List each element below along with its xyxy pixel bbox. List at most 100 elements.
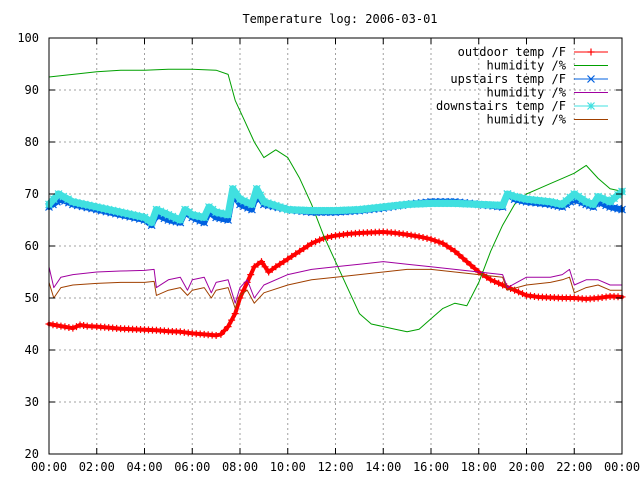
series-point-4 (92, 203, 101, 211)
y-tick-label: 30 (25, 395, 39, 409)
series-point-4 (614, 190, 622, 199)
series-point-4 (454, 199, 463, 208)
chart-title: Temperature log: 2006-03-01 (242, 12, 437, 26)
series-point-0 (280, 258, 288, 266)
series-point-4 (271, 201, 280, 210)
series-point-4 (446, 199, 455, 208)
series-point-0 (61, 323, 69, 331)
series-point-0 (455, 251, 463, 259)
series-point-4 (144, 216, 153, 224)
series-point-0 (439, 239, 447, 247)
y-tick-label: 50 (25, 291, 39, 305)
y-tick-label: 80 (25, 135, 39, 149)
series-point-4 (100, 204, 109, 213)
series-point-4 (442, 199, 451, 208)
series-point-4 (136, 212, 145, 221)
series-point-4 (391, 201, 400, 210)
series-point-4 (375, 203, 384, 212)
series-point-4 (59, 192, 68, 201)
series-point-4 (510, 192, 519, 201)
x-tick-label: 22:00 (556, 460, 592, 474)
series-point-4 (323, 206, 332, 215)
y-tick-label: 20 (25, 447, 39, 461)
x-tick-label: 06:00 (174, 460, 210, 474)
grid (49, 38, 622, 454)
series-point-4 (184, 208, 193, 217)
series-point-4 (486, 200, 495, 209)
series-point-0 (423, 234, 431, 242)
legend-label: humidity /% (487, 59, 567, 73)
x-tick-label: 12:00 (317, 460, 353, 474)
y-tick-label: 100 (17, 31, 39, 45)
series-point-4 (343, 206, 352, 215)
x-tick-label: 14:00 (365, 460, 401, 474)
series-point-0 (304, 242, 312, 250)
series-point-4 (315, 206, 324, 215)
series-point-4 (200, 213, 209, 222)
series-point-4 (514, 193, 523, 202)
series-point-4 (164, 210, 173, 219)
series-point-4 (140, 213, 149, 222)
series-point-4 (503, 190, 512, 198)
series-point-4 (236, 195, 244, 204)
series-point-4 (550, 198, 559, 207)
series-point-0 (224, 323, 232, 331)
series-point-4 (582, 197, 591, 206)
series-point-4 (54, 190, 63, 198)
series-point-0 (411, 232, 419, 240)
series-point-4 (319, 206, 328, 215)
series-point-4 (367, 204, 376, 213)
series-point-4 (152, 205, 161, 214)
series-point-4 (478, 200, 487, 209)
series-point-4 (181, 205, 190, 214)
series-point-4 (538, 197, 547, 205)
series-point-4 (49, 195, 58, 204)
series-point-4 (295, 206, 304, 215)
series-point-0 (212, 331, 220, 339)
series-4 (45, 184, 626, 227)
series-point-0 (443, 242, 451, 250)
series-point-4 (355, 205, 364, 214)
series-point-0 (403, 231, 411, 239)
series-point-4 (244, 198, 252, 207)
series-point-4 (602, 196, 611, 204)
series-point-4 (303, 206, 312, 215)
series-point-4 (403, 200, 412, 209)
series-point-0 (69, 324, 77, 332)
series-point-0 (316, 236, 324, 244)
x-tick-label: 08:00 (222, 460, 258, 474)
series-point-4 (279, 204, 288, 213)
axis-ticks: 20 30 40 50 60 70 80 90 100 00:00 02:00 04:00 06:00 0… (17, 31, 640, 474)
x-tick-label: 02:00 (79, 460, 115, 474)
series-point-4 (216, 209, 225, 217)
series-line-5 (48, 268, 623, 309)
series-point-0 (467, 261, 475, 269)
legend-marker (587, 48, 595, 56)
series-point-4 (132, 211, 141, 220)
series-point-4 (172, 214, 181, 223)
series-point-0 (265, 268, 273, 276)
series-point-4 (220, 210, 229, 218)
series-point-4 (64, 195, 73, 204)
series-point-4 (470, 200, 479, 209)
series-point-4 (435, 199, 443, 208)
series-point-4 (252, 184, 261, 193)
series-point-4 (458, 199, 467, 208)
series-point-0 (407, 231, 415, 239)
x-tick-label: 00:00 (604, 460, 640, 474)
series-point-0 (328, 232, 336, 240)
series-point-0 (284, 255, 292, 263)
series-point-4 (299, 206, 308, 215)
series-point-0 (459, 254, 467, 262)
series-point-0 (491, 278, 499, 286)
x-tick-label: 18:00 (461, 460, 497, 474)
series-point-4 (423, 199, 431, 208)
legend-marker (587, 75, 595, 83)
series-point-0 (72, 323, 80, 331)
series-point-0 (49, 321, 57, 329)
series-point-4 (482, 200, 491, 209)
series-3 (48, 261, 623, 304)
series-point-4 (507, 191, 515, 200)
series-point-4 (498, 201, 507, 210)
